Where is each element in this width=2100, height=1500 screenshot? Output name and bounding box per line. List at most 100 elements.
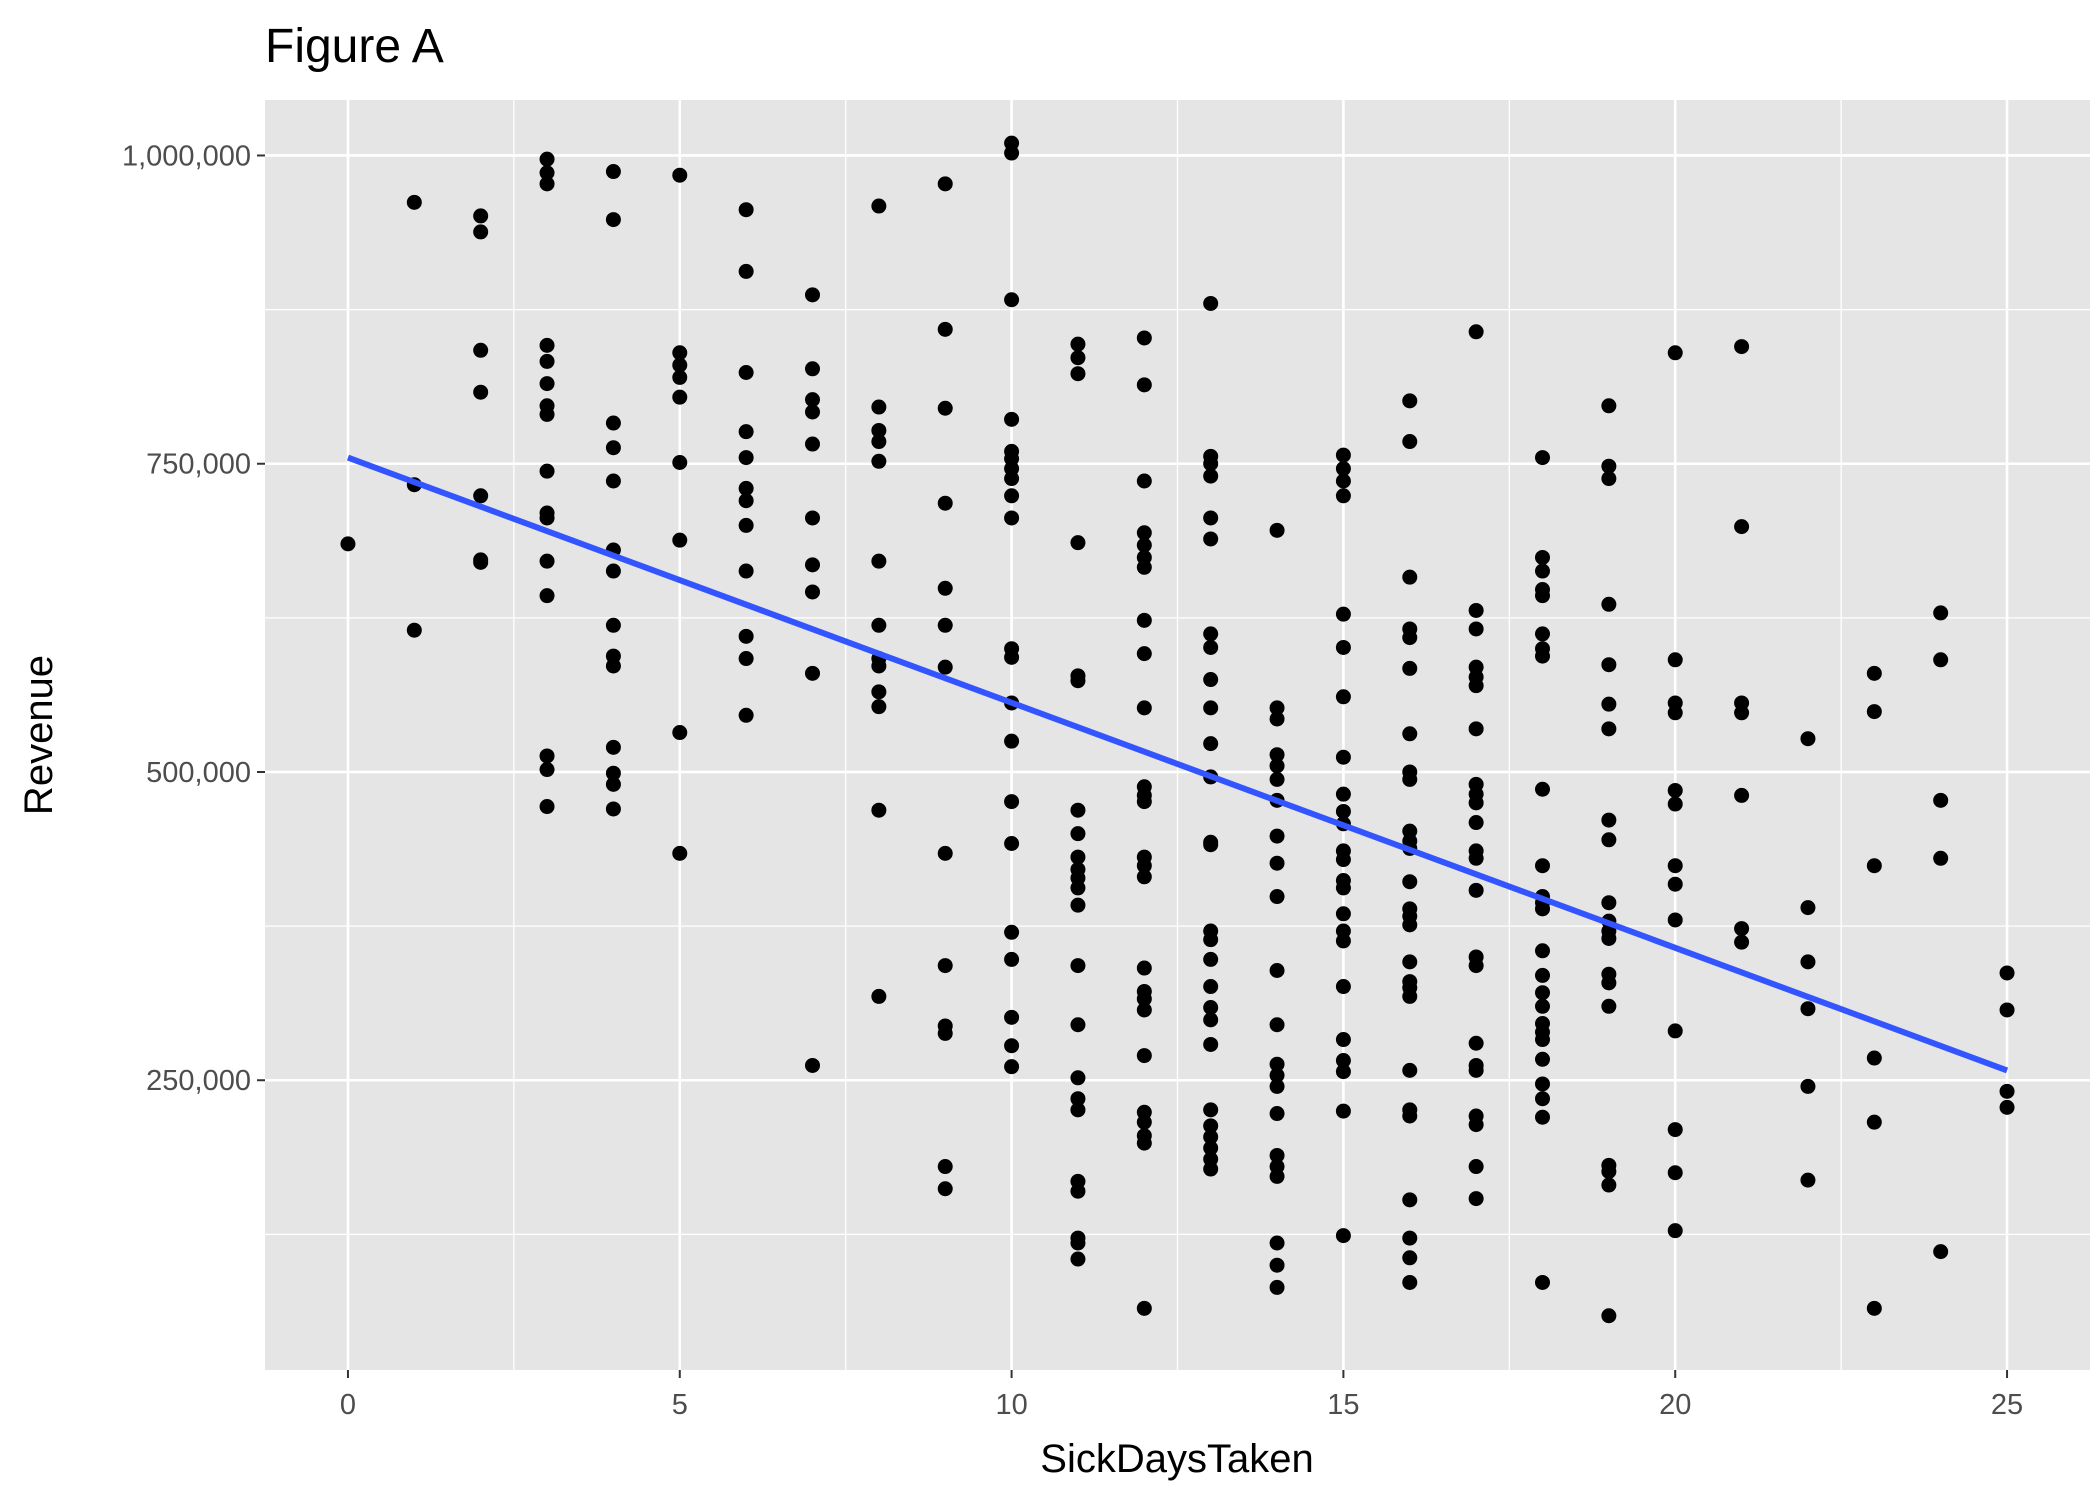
data-point bbox=[1667, 876, 1683, 892]
data-point bbox=[539, 553, 555, 569]
data-point bbox=[672, 369, 688, 385]
data-point bbox=[871, 699, 887, 715]
data-point bbox=[605, 776, 621, 792]
x-tick-label: 5 bbox=[672, 1389, 688, 1421]
data-point bbox=[1402, 988, 1418, 1004]
data-point bbox=[1070, 880, 1086, 896]
data-point bbox=[1468, 815, 1484, 831]
data-point bbox=[1335, 488, 1351, 504]
data-point bbox=[1933, 1244, 1949, 1260]
x-tick-label: 10 bbox=[995, 1389, 1027, 1421]
data-point bbox=[1136, 869, 1152, 885]
data-point bbox=[1203, 672, 1219, 688]
data-point bbox=[1203, 1140, 1219, 1156]
data-point bbox=[1203, 295, 1219, 311]
data-point bbox=[1335, 473, 1351, 489]
data-point bbox=[1535, 648, 1550, 664]
data-point bbox=[1269, 828, 1285, 844]
data-point bbox=[805, 557, 820, 573]
data-point bbox=[605, 415, 621, 431]
data-point bbox=[1468, 1117, 1484, 1133]
data-point bbox=[1269, 758, 1285, 774]
data-point bbox=[1335, 979, 1351, 995]
data-point bbox=[1866, 1050, 1882, 1066]
data-point bbox=[605, 212, 621, 228]
trend-line-group bbox=[346, 454, 2009, 1074]
data-point bbox=[1734, 921, 1750, 937]
data-point bbox=[1136, 377, 1152, 393]
data-point bbox=[871, 399, 887, 415]
data-point bbox=[1800, 1172, 1816, 1188]
data-point bbox=[1734, 339, 1750, 355]
data-point bbox=[1269, 522, 1285, 538]
data-point bbox=[1601, 1308, 1617, 1324]
data-point bbox=[1866, 858, 1882, 874]
data-point bbox=[1335, 906, 1351, 922]
data-point bbox=[1004, 488, 1020, 504]
data-point bbox=[937, 659, 953, 675]
data-point bbox=[1136, 559, 1152, 575]
data-point bbox=[1601, 721, 1617, 737]
data-point bbox=[473, 342, 489, 358]
data-point bbox=[1070, 849, 1086, 865]
data-point bbox=[1999, 1083, 2015, 1099]
data-point bbox=[1535, 1032, 1550, 1048]
data-point bbox=[1070, 958, 1086, 974]
data-point bbox=[1269, 1056, 1285, 1072]
data-point bbox=[1800, 731, 1816, 747]
data-point bbox=[805, 436, 820, 452]
data-point bbox=[805, 1057, 820, 1073]
data-point bbox=[1004, 924, 1020, 940]
data-point bbox=[1402, 954, 1418, 970]
data-point bbox=[1468, 795, 1484, 811]
data-point bbox=[1136, 700, 1152, 716]
data-point bbox=[539, 353, 555, 369]
data-point bbox=[1335, 447, 1351, 463]
y-axis: 250,000 500,000 750,000 1,000,000 bbox=[122, 140, 265, 1097]
data-point bbox=[1203, 1161, 1219, 1177]
data-point bbox=[539, 762, 555, 778]
data-point bbox=[1203, 1129, 1219, 1145]
data-point bbox=[605, 440, 621, 456]
data-point bbox=[1535, 985, 1550, 1001]
data-point bbox=[805, 584, 820, 600]
data-point bbox=[1667, 782, 1683, 798]
data-point bbox=[1535, 781, 1550, 797]
data-point bbox=[1667, 1023, 1683, 1039]
data-point bbox=[1601, 930, 1617, 946]
data-point bbox=[1535, 1109, 1550, 1125]
data-point bbox=[1601, 998, 1617, 1014]
data-point bbox=[1335, 689, 1351, 705]
data-point bbox=[937, 617, 953, 633]
data-point bbox=[672, 845, 688, 861]
data-point bbox=[539, 799, 555, 815]
data-point bbox=[539, 165, 555, 181]
data-point bbox=[1933, 850, 1949, 866]
data-point bbox=[1070, 826, 1086, 842]
data-point bbox=[1601, 458, 1617, 474]
data-point bbox=[1468, 958, 1484, 974]
data-point bbox=[738, 651, 754, 667]
data-point bbox=[1601, 596, 1617, 612]
data-point bbox=[1402, 393, 1418, 409]
data-point bbox=[1335, 803, 1351, 819]
data-point bbox=[1535, 1076, 1550, 1092]
data-point bbox=[1734, 519, 1750, 535]
data-point bbox=[738, 707, 754, 723]
data-point bbox=[1136, 1114, 1152, 1130]
data-point bbox=[1402, 1230, 1418, 1246]
data-point bbox=[1335, 852, 1351, 868]
data-point bbox=[1402, 874, 1418, 890]
data-point bbox=[473, 208, 489, 224]
data-point bbox=[672, 532, 688, 548]
data-point bbox=[1070, 1251, 1086, 1267]
data-point bbox=[1269, 855, 1285, 871]
data-point bbox=[805, 404, 820, 420]
data-point bbox=[1269, 1168, 1285, 1184]
data-point bbox=[1335, 639, 1351, 655]
data-point bbox=[539, 463, 555, 479]
data-point bbox=[1335, 749, 1351, 765]
data-point bbox=[672, 455, 688, 471]
data-point bbox=[1468, 882, 1484, 898]
